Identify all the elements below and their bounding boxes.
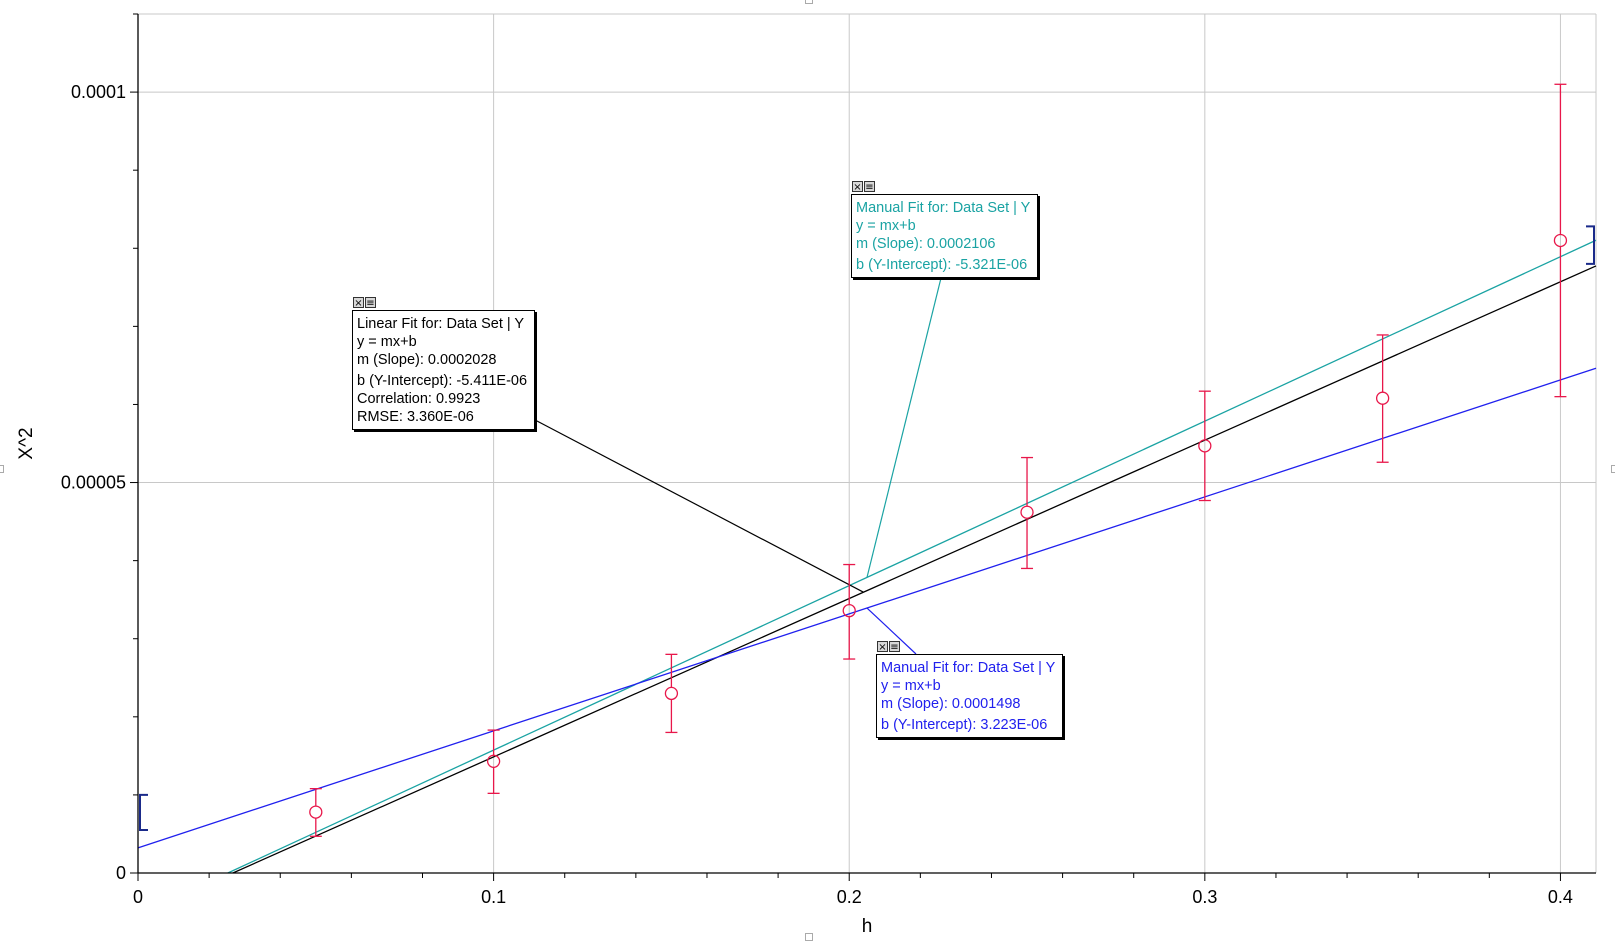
- data-point[interactable]: [664, 653, 679, 734]
- box-controls: × ≡: [852, 181, 875, 193]
- x-tick-label: 0.2: [837, 887, 862, 907]
- linear-fit-box[interactable]: × ≡ Linear Fit for: Data Set | Y y = mx+b…: [352, 297, 536, 430]
- menu-icon[interactable]: ≡: [864, 181, 875, 193]
- y-tick-label: 0.00005: [61, 473, 126, 493]
- fit-box-line: y = mx+b: [357, 334, 417, 350]
- axes: 0 0.1 0.2 0.3 0.4 0 0.00005 0.0001: [61, 13, 1596, 907]
- bottom-resize-handle[interactable]: [805, 933, 813, 941]
- x-tick-label: 0.4: [1548, 887, 1573, 907]
- point-marker[interactable]: [1375, 391, 1390, 405]
- y-tick-label: 0.0001: [71, 82, 126, 102]
- left-resize-handle[interactable]: [0, 465, 4, 473]
- data-point[interactable]: [1553, 83, 1568, 398]
- manual-fit-box-blue[interactable]: × ≡ Manual Fit for: Data Set | Y y = mx+b…: [876, 641, 1064, 738]
- data-points[interactable]: [309, 83, 1568, 837]
- menu-icon[interactable]: ≡: [365, 297, 376, 309]
- top-resize-handle[interactable]: [805, 0, 813, 4]
- grid: [138, 13, 1597, 873]
- annotation-leaders: [534, 277, 942, 655]
- fit-line-0[interactable]: [232, 265, 1597, 874]
- point-marker[interactable]: [1553, 233, 1568, 248]
- x-axis-title[interactable]: h: [862, 916, 873, 937]
- fit-box-line: b (Y-Intercept): -5.411E-06: [357, 373, 528, 389]
- close-icon[interactable]: ×: [852, 181, 863, 193]
- data-point[interactable]: [1375, 334, 1390, 463]
- x-tick-label: 0.3: [1192, 887, 1217, 907]
- point-marker[interactable]: [1198, 439, 1212, 453]
- fit-box-line: y = mx+b: [856, 218, 916, 234]
- point-marker[interactable]: [309, 805, 323, 819]
- box-controls: × ≡: [353, 297, 376, 309]
- x-tick-label: 0.1: [481, 887, 506, 907]
- data-point[interactable]: [842, 563, 856, 660]
- menu-icon[interactable]: ≡: [889, 641, 900, 653]
- fit-box-line: y = mx+b: [881, 678, 941, 694]
- close-icon[interactable]: ×: [877, 641, 888, 653]
- right-resize-handle[interactable]: [1611, 465, 1615, 473]
- fit-box-line: Correlation: 0.9923: [357, 391, 481, 407]
- fit-box-line: Linear Fit for: Data Set | Y: [357, 316, 525, 332]
- fit-line-1[interactable]: [227, 239, 1597, 874]
- fit-box-line: m (Slope): 0.0002106: [856, 236, 996, 252]
- data-point[interactable]: [1198, 390, 1212, 502]
- fit-box-line: b (Y-Intercept): 3.223E-06: [881, 717, 1048, 733]
- data-point[interactable]: [1020, 456, 1034, 570]
- point-marker[interactable]: [1020, 505, 1034, 519]
- range-brackets[interactable]: [139, 225, 1595, 832]
- data-point[interactable]: [309, 788, 323, 837]
- y-tick-label: 0: [116, 863, 126, 883]
- fit-box-line: Manual Fit for: Data Set | Y: [881, 660, 1056, 676]
- point-marker[interactable]: [486, 754, 501, 768]
- annotation-leader-0: [534, 419, 864, 593]
- manual-fit-box-teal[interactable]: × ≡ Manual Fit for: Data Set | Y y = mx+b…: [851, 181, 1039, 278]
- range-bracket-left[interactable]: [139, 793, 148, 832]
- point-marker[interactable]: [664, 686, 679, 701]
- box-controls: × ≡: [877, 641, 900, 653]
- fit-box-line: b (Y-Intercept): -5.321E-06: [856, 257, 1028, 273]
- data-point[interactable]: [486, 729, 501, 794]
- point-marker[interactable]: [842, 603, 856, 618]
- annotation-leader-2: [866, 607, 917, 655]
- x-tick-label: 0: [133, 887, 143, 907]
- close-icon[interactable]: ×: [353, 297, 364, 309]
- fit-box-line: RMSE: 3.360E-06: [357, 409, 474, 425]
- fit-box-line: m (Slope): 0.0001498: [881, 696, 1021, 712]
- fit-box-line: Manual Fit for: Data Set | Y: [856, 200, 1031, 216]
- y-axis-title[interactable]: X^2: [16, 427, 37, 459]
- range-bracket-right[interactable]: [1586, 225, 1595, 265]
- annotation-leader-1: [866, 277, 942, 578]
- fit-box-line: m (Slope): 0.0002028: [357, 352, 497, 368]
